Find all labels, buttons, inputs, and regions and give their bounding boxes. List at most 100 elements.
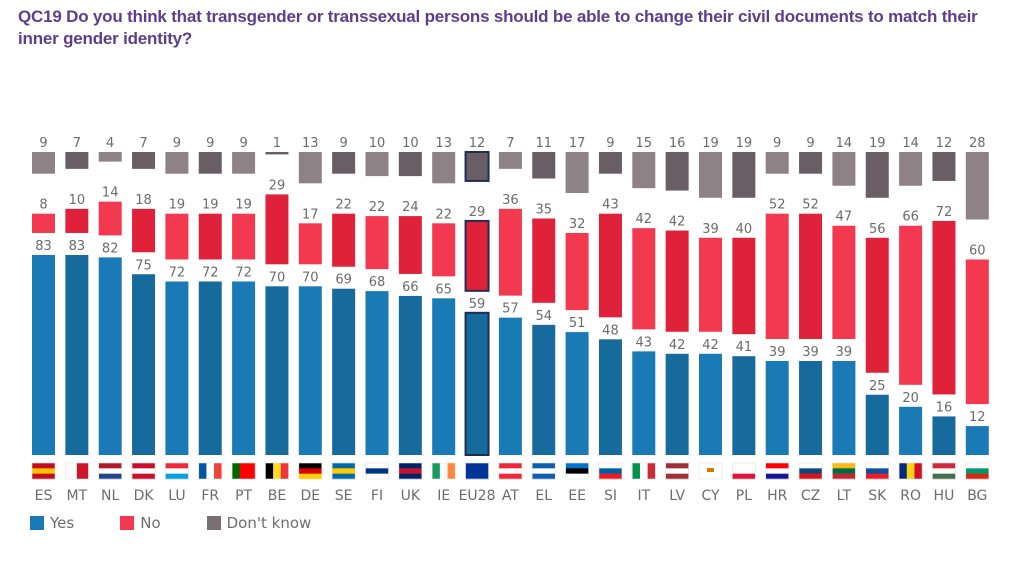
label-yes-cz: 39 <box>802 345 819 360</box>
category-label-lt: LT <box>837 488 852 504</box>
flag-cyprus-icon <box>698 462 723 480</box>
label-no-lv: 42 <box>669 215 686 230</box>
flag-slovenia-icon <box>598 462 623 480</box>
bar-no-el <box>532 218 556 303</box>
label-yes-uk: 66 <box>402 280 419 295</box>
bar-yes-fi <box>365 291 389 455</box>
legend: Yes No Don't know <box>30 514 357 532</box>
bar-yes-eu28 <box>464 311 490 456</box>
bar-yes-hr <box>765 361 789 455</box>
bar-no-cz <box>799 213 823 340</box>
flag-italy-icon <box>631 462 656 480</box>
label-no-cy: 39 <box>702 222 719 237</box>
flag-hungary-icon <box>932 462 956 480</box>
label-dont-know-pt: 9 <box>239 136 247 151</box>
category-label-cy: CY <box>701 488 720 504</box>
bar-dont-know-cz <box>799 152 823 174</box>
label-no-se: 22 <box>335 198 352 213</box>
bar-dont-know-eu28 <box>464 151 490 182</box>
bar-no-lu <box>165 213 189 260</box>
flag-romania-icon <box>898 462 923 480</box>
category-label-hr: HR <box>767 488 788 504</box>
bar-dont-know-lv <box>665 152 689 191</box>
bar-dont-know-ee <box>565 152 589 193</box>
label-yes-hr: 39 <box>769 345 786 360</box>
flag-latvia-icon <box>665 462 689 480</box>
flag-lithuania-icon <box>832 462 856 480</box>
label-yes-lt: 39 <box>836 345 853 360</box>
bar-no-cy <box>699 237 722 332</box>
label-dont-know-mt: 7 <box>73 136 81 151</box>
category-label-it: IT <box>637 488 650 504</box>
chart-title: QC19 Do you think that transgender or tr… <box>18 7 978 48</box>
flag-united-kingdom-icon <box>398 462 423 480</box>
label-yes-mt: 83 <box>69 239 86 254</box>
bar-dont-know-si <box>598 152 622 174</box>
label-yes-fr: 72 <box>202 265 219 280</box>
label-no-lu: 19 <box>169 198 186 213</box>
label-yes-ie: 65 <box>435 282 452 297</box>
flag-germany-icon <box>298 462 323 480</box>
category-label-sk: SK <box>868 488 887 504</box>
bar-dont-know-nl <box>98 152 122 162</box>
label-no-cz: 52 <box>802 198 819 213</box>
flag-finland-icon <box>365 462 389 480</box>
legend-swatch-yes <box>30 516 44 530</box>
label-dont-know-de: 13 <box>302 136 319 151</box>
bar-dont-know-hu <box>932 152 956 181</box>
category-label-eu28: EU28 <box>459 488 496 504</box>
category-label-bg: BG <box>967 488 987 504</box>
bar-no-de <box>298 223 322 265</box>
label-no-si: 43 <box>602 198 619 213</box>
category-label-es: ES <box>35 488 53 504</box>
bar-dont-know-fi <box>365 152 389 177</box>
label-yes-el: 54 <box>535 309 552 324</box>
bar-dont-know-hr <box>765 152 789 174</box>
category-label-lu: LU <box>168 488 185 504</box>
legend-item-yes: Yes <box>30 514 74 532</box>
category-label-uk: UK <box>401 488 421 504</box>
category-label-si: SI <box>604 488 617 504</box>
bar-dont-know-se <box>332 152 356 174</box>
label-dont-know-si: 9 <box>606 136 614 151</box>
bar-dont-know-ro <box>899 152 923 186</box>
label-dont-know-el: 11 <box>535 136 552 151</box>
bar-dont-know-dk <box>132 152 156 169</box>
label-yes-si: 48 <box>602 323 619 338</box>
bar-no-fr <box>198 213 222 260</box>
bar-no-it <box>632 228 656 330</box>
flag-spain-icon <box>31 462 56 480</box>
label-yes-pl: 41 <box>736 340 753 355</box>
bar-dont-know-pl <box>732 152 756 198</box>
label-dont-know-lt: 14 <box>836 136 853 151</box>
flag-malta-icon <box>65 462 89 480</box>
flag-bulgaria-icon <box>965 462 990 480</box>
bar-yes-si <box>598 339 622 455</box>
bar-yes-el <box>532 324 556 455</box>
flag-estonia-icon <box>565 462 589 480</box>
label-yes-de: 70 <box>302 270 319 285</box>
flag-european-union-icon <box>465 462 489 480</box>
bar-no-ee <box>565 232 589 311</box>
label-no-ie: 22 <box>435 207 452 222</box>
label-no-it: 42 <box>636 212 653 227</box>
bar-no-hr <box>765 213 789 340</box>
bar-dont-know-it <box>632 152 656 189</box>
bar-no-dk <box>132 208 156 253</box>
flag-belgium-icon <box>265 462 289 480</box>
bar-yes-ro <box>899 406 923 455</box>
bar-no-nl <box>98 201 122 236</box>
bar-yes-sk <box>865 394 889 455</box>
flag-slovakia-icon <box>865 462 890 480</box>
bar-no-lv <box>665 230 689 332</box>
label-dont-know-nl: 4 <box>106 136 114 151</box>
label-no-lt: 47 <box>836 210 853 225</box>
bar-yes-ie <box>432 298 456 455</box>
bar-dont-know-bg <box>965 152 989 220</box>
legend-item-dont-know: Don't know <box>206 514 311 532</box>
bar-yes-pl <box>732 356 756 455</box>
bar-yes-it <box>632 351 656 455</box>
bar-dont-know-lu <box>165 152 189 174</box>
flag-poland-icon <box>732 462 756 480</box>
